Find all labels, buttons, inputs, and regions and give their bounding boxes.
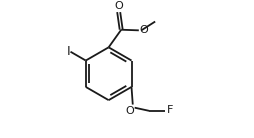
Text: O: O [139,25,148,35]
Text: I: I [67,45,70,58]
Text: O: O [114,2,123,11]
Text: O: O [125,106,134,116]
Text: F: F [166,105,172,115]
